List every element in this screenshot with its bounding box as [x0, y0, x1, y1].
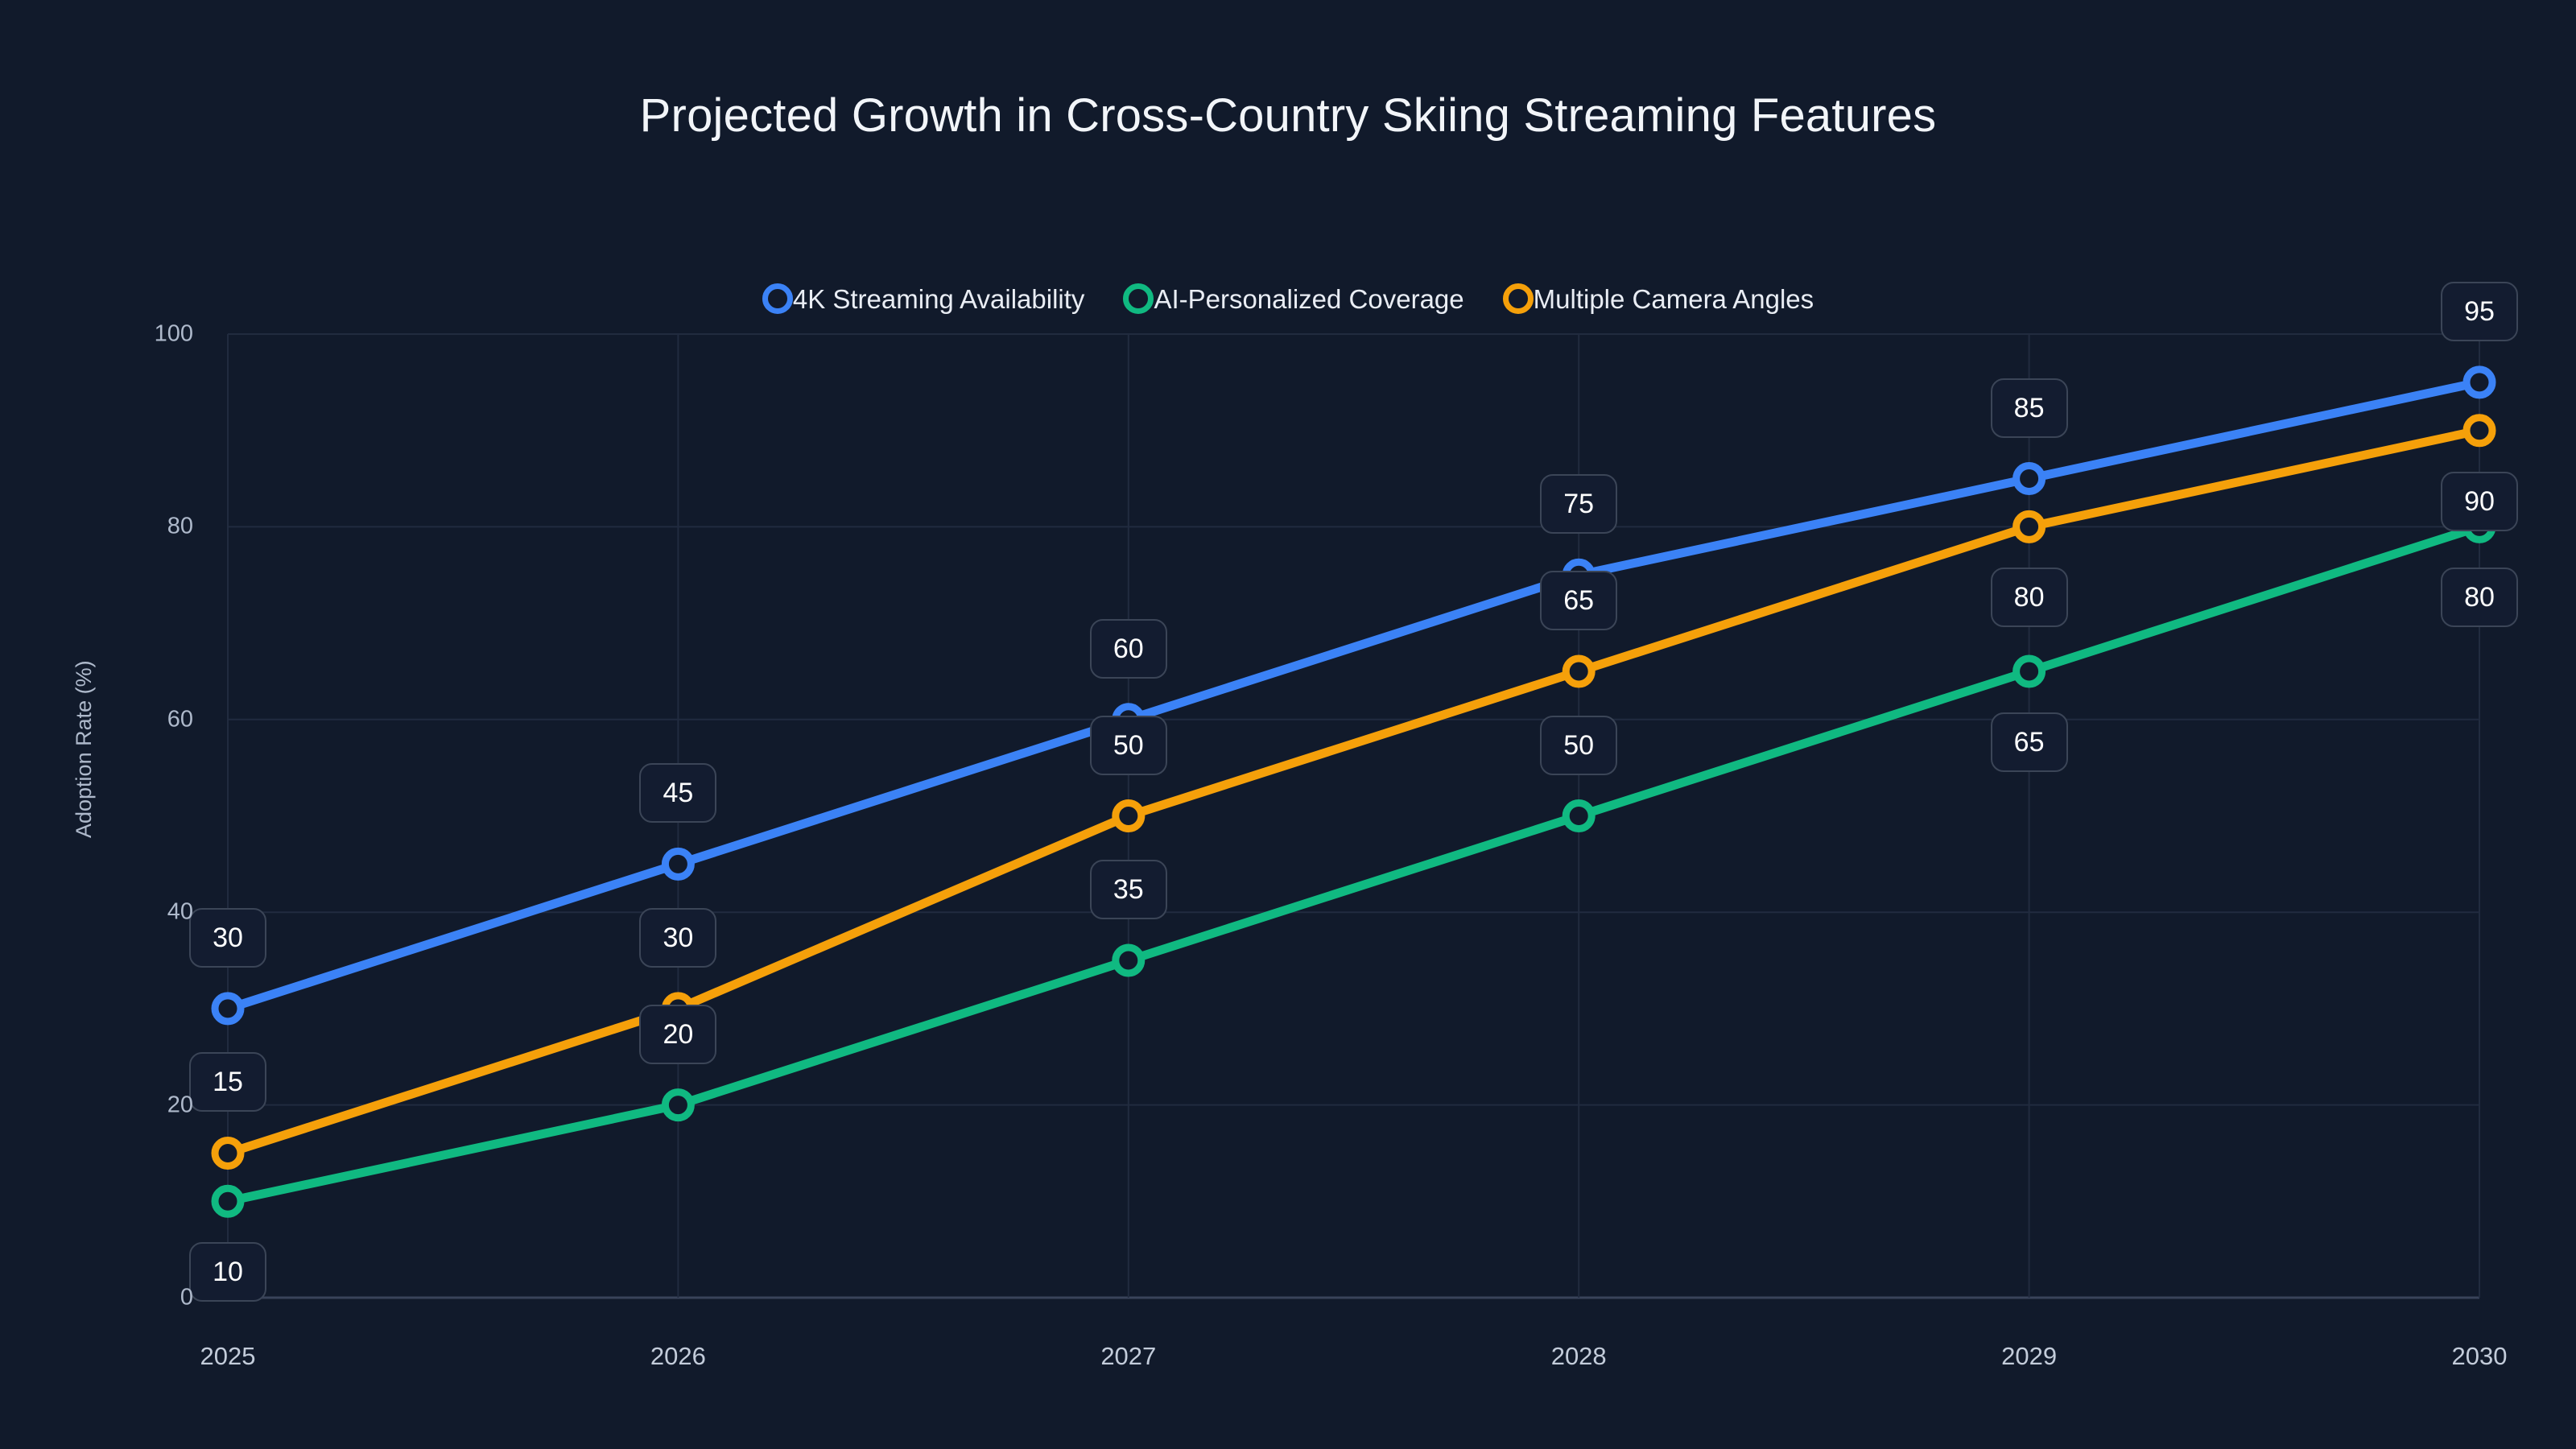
data-point-label: 95	[2441, 281, 2518, 341]
data-point-marker[interactable]	[211, 1136, 245, 1170]
page-title: Projected Growth in Cross-Country Skiing…	[639, 89, 1937, 142]
y-axis-title: Adoption Rate (%)	[72, 660, 96, 838]
data-point-label: 10	[189, 1242, 266, 1302]
x-axis-tick-label: 2026	[650, 1342, 706, 1370]
series-line[interactable]	[223, 522, 2484, 1206]
data-point-label: 65	[1540, 570, 1618, 630]
chart-legend: 4K Streaming Availability AI-Personalized…	[0, 283, 2576, 314]
plot-svg	[211, 333, 2496, 1299]
data-point-label: 85	[1990, 378, 2068, 438]
y-axis-tick-label: 100	[154, 320, 193, 347]
x-axis-tick-label: 2030	[2451, 1342, 2508, 1370]
x-axis-tick-label: 2025	[200, 1342, 256, 1370]
x-axis-tick-label: 2029	[2001, 1342, 2058, 1370]
data-point-label: 50	[1540, 715, 1618, 775]
x-axis-tick-label: 2028	[1550, 1342, 1607, 1370]
legend-marker-circle-icon	[1502, 283, 1534, 314]
data-point-label: 20	[639, 1004, 717, 1064]
data-point-marker[interactable]	[661, 1088, 695, 1122]
legend-item-label: AI-Personalized Coverage	[1154, 283, 1464, 314]
data-point-label: 30	[189, 907, 266, 968]
data-point-label: 50	[1089, 715, 1167, 775]
data-point-label: 60	[1089, 618, 1167, 679]
y-axis-tick-label: 40	[167, 898, 193, 925]
legend-marker-circle-icon	[762, 283, 793, 314]
series-line[interactable]	[223, 426, 2484, 1158]
data-point-marker[interactable]	[1562, 799, 1596, 832]
data-point-marker[interactable]	[2013, 654, 2046, 688]
legend-item[interactable]: 4K Streaming Availability	[762, 283, 1085, 314]
data-point-label: 15	[189, 1052, 266, 1113]
y-axis-tick-label: 60	[167, 706, 193, 733]
legend-item-label: Multiple Camera Angles	[1533, 283, 1814, 314]
series-line[interactable]	[223, 378, 2484, 1013]
data-point-marker[interactable]	[2462, 365, 2496, 399]
data-point-marker[interactable]	[2013, 462, 2046, 496]
data-point-marker[interactable]	[2462, 414, 2496, 448]
data-point-label: 35	[1089, 860, 1167, 920]
legend-item-label: 4K Streaming Availability	[792, 283, 1085, 314]
y-axis-tick-label: 0	[180, 1284, 193, 1311]
data-point-label: 90	[2441, 471, 2518, 531]
y-axis-tick-label: 80	[167, 513, 193, 539]
data-point-marker[interactable]	[1562, 654, 1596, 688]
data-point-label: 45	[639, 763, 717, 824]
data-point-label: 75	[1540, 474, 1618, 535]
data-point-label: 80	[2441, 568, 2518, 628]
data-point-marker[interactable]	[661, 847, 695, 881]
legend-item[interactable]: AI-Personalized Coverage	[1123, 283, 1464, 314]
data-point-label: 80	[1990, 568, 2068, 628]
data-point-marker[interactable]	[1112, 943, 1146, 977]
data-point-marker[interactable]	[1112, 799, 1146, 832]
legend-item[interactable]: Multiple Camera Angles	[1502, 283, 1814, 314]
data-point-marker[interactable]	[211, 992, 245, 1026]
data-point-marker[interactable]	[2013, 510, 2046, 543]
data-point-label: 30	[639, 907, 717, 968]
x-axis-tick-label: 2027	[1100, 1342, 1157, 1370]
y-axis-tick-label: 20	[167, 1092, 193, 1118]
data-point-marker[interactable]	[211, 1184, 245, 1218]
data-point-label: 65	[1990, 712, 2068, 772]
plot-area	[211, 333, 2496, 1299]
legend-marker-circle-icon	[1123, 283, 1154, 314]
